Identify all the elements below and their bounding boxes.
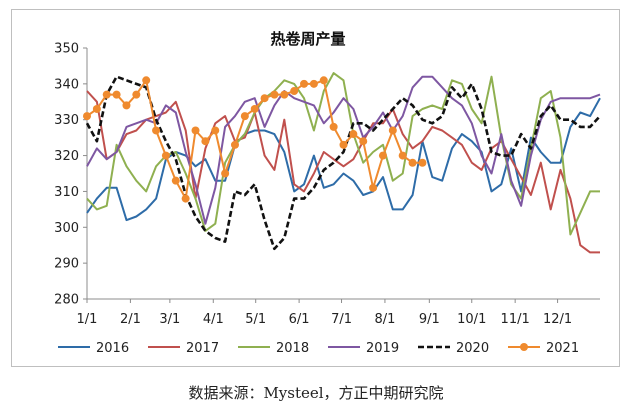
data-point-2021 <box>181 194 190 203</box>
y-tick-label: 310 <box>54 185 79 200</box>
data-point-2021 <box>280 90 289 99</box>
data-point-2021 <box>290 87 299 96</box>
legend-label-2016: 2016 <box>96 341 129 356</box>
x-tick-label: 1/1 <box>77 312 98 327</box>
y-tick-label: 280 <box>54 293 79 308</box>
x-tick-label: 2/1 <box>120 312 141 327</box>
legend: 2016 2017 2018 2019 2020 2021 <box>58 341 579 356</box>
data-point-2021 <box>171 176 180 185</box>
legend-marker-2021 <box>520 343 528 351</box>
legend-label-2021: 2021 <box>546 341 579 356</box>
data-point-2021 <box>270 90 279 99</box>
y-axis: 280 290 300 310 320 330 340 350 <box>54 42 88 308</box>
x-tick-label: 5/1 <box>245 312 266 327</box>
x-tick-label: 3/1 <box>159 312 180 327</box>
x-tick-label: 11/1 <box>501 312 530 327</box>
chart-svg: 热卷周产量 280 290 300 310 320 330 340 350 1/1 2/1 3/1… <box>54 30 601 356</box>
data-point-2021 <box>369 183 378 192</box>
legend-label-2020: 2020 <box>456 341 489 356</box>
data-point-2021 <box>221 169 230 178</box>
data-point-2021 <box>152 126 161 135</box>
y-tick-label: 300 <box>54 221 79 236</box>
data-point-2021 <box>112 90 121 99</box>
data-point-2021 <box>211 126 220 135</box>
data-point-2021 <box>378 151 387 160</box>
data-point-2021 <box>309 79 318 88</box>
data-point-2021 <box>201 137 210 146</box>
data-point-2021 <box>240 112 249 121</box>
x-tick-label: 9/1 <box>419 312 440 327</box>
y-tick-label: 330 <box>54 113 79 128</box>
legend-label-2019: 2019 <box>366 341 399 356</box>
legend-label-2018: 2018 <box>276 341 309 356</box>
chart-frame: 热卷周产量 280 290 300 310 320 330 340 350 1/1 2/1 3/1… <box>11 9 620 367</box>
data-point-2021 <box>250 104 259 113</box>
data-point-2021 <box>329 122 338 131</box>
data-point-2021 <box>300 79 309 88</box>
data-point-2021 <box>142 76 151 85</box>
y-tick-label: 320 <box>54 149 79 164</box>
data-point-2021 <box>161 151 170 160</box>
x-tick-label: 10/1 <box>457 312 486 327</box>
data-point-2021 <box>102 90 111 99</box>
y-tick-label: 350 <box>54 42 79 57</box>
x-axis: 1/1 2/1 3/1 4/1 5/1 6/1 7/1 8/1 9/1 10/1 11/1 12/1 <box>77 298 600 327</box>
data-point-2021 <box>418 158 427 167</box>
series-line-2019 <box>86 75 601 225</box>
data-point-2021 <box>388 126 397 135</box>
data-point-2021 <box>132 90 141 99</box>
x-tick-label: 7/1 <box>331 312 352 327</box>
data-point-2021 <box>191 126 200 135</box>
x-tick-label: 8/1 <box>374 312 395 327</box>
series-lines <box>83 72 601 254</box>
data-point-2021 <box>260 94 269 103</box>
data-point-2021 <box>230 140 239 149</box>
source-note: 数据来源：Mysteel，方正中期研究院 <box>188 384 444 402</box>
data-point-2021 <box>408 158 417 167</box>
x-tick-label: 12/1 <box>543 312 572 327</box>
data-point-2021 <box>92 104 101 113</box>
data-point-2021 <box>339 140 348 149</box>
series-line-2020 <box>85 75 601 251</box>
series-line-2017 <box>86 90 600 254</box>
data-point-2021 <box>122 101 131 110</box>
x-tick-label: 4/1 <box>203 312 224 327</box>
legend-label-2017: 2017 <box>186 341 219 356</box>
data-point-2021 <box>319 76 328 85</box>
data-point-2021 <box>359 137 368 146</box>
x-tick-label: 6/1 <box>289 312 310 327</box>
y-tick-label: 340 <box>54 77 79 92</box>
y-tick-label: 290 <box>54 257 79 272</box>
data-point-2021 <box>398 151 407 160</box>
chart-title: 热卷周产量 <box>270 30 345 48</box>
data-point-2021 <box>83 112 91 121</box>
data-point-2021 <box>349 130 358 139</box>
